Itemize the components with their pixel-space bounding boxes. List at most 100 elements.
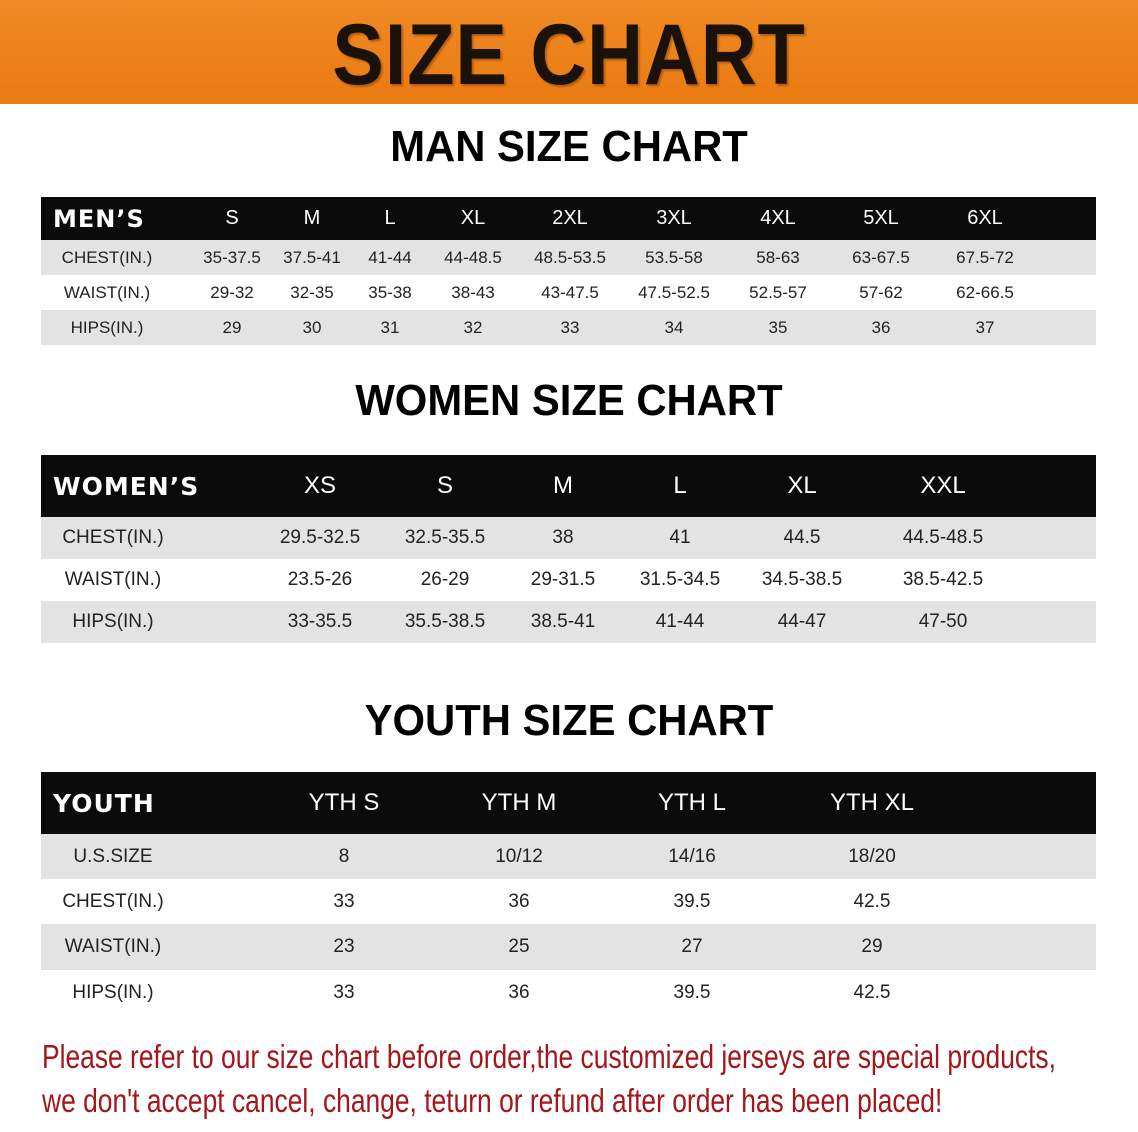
men-row-label: CHEST(IN.): [61, 247, 153, 267]
youth-cell-value: 18/20: [848, 845, 896, 867]
youth-cell-value: 36: [508, 981, 530, 1003]
men-size-header: L: [384, 207, 396, 229]
men-cell-value: 58-63: [756, 247, 800, 267]
women-size-header: XXL: [920, 472, 966, 499]
men-cell-value: 37: [975, 317, 995, 337]
women-cell-value: 41-44: [655, 611, 705, 632]
youth-cell-value: 10/12: [495, 845, 543, 867]
men-row-label: HIPS(IN.): [70, 317, 144, 337]
men-size-header: 5XL: [863, 207, 899, 229]
youth-size-header: YTH S: [308, 789, 380, 816]
men-cell-value: 57-62: [859, 282, 903, 302]
women-cell-value: 34.5-38.5: [761, 569, 843, 590]
banner: SIZE CHART: [0, 0, 1138, 104]
youth-size-header: YTH XL: [829, 789, 915, 816]
women-header-row: WOMEN’S XS S M L XL XXL: [41, 455, 1096, 517]
men-row-label: WAIST(IN.): [63, 282, 151, 302]
women-cell-value: 31.5-34.5: [639, 569, 721, 590]
youth-row-label: CHEST(IN.): [62, 890, 164, 912]
women-header-corner: WOMEN’S: [53, 471, 200, 501]
women-size-table: WOMEN’S XS S M L XL XXL CHEST(IN.) 29.5-32.5 32.5…: [41, 455, 1096, 643]
youth-table-row: U.S.SIZE 8 10/12 14/16 18/20: [41, 834, 1096, 879]
women-cell-value: 38: [552, 527, 574, 548]
men-cell-value: 48.5-53.5: [534, 247, 606, 267]
men-cell-value: 32-35: [290, 282, 334, 302]
men-cell-value: 52.5-57: [749, 282, 807, 302]
women-size-header: S: [436, 472, 454, 499]
men-header-row: MEN’S S M L XL 2XL 3XL 4XL 5XL 6XL: [41, 197, 1096, 240]
women-row-label: HIPS(IN.): [72, 611, 154, 632]
men-cell-value: 29: [222, 317, 242, 337]
men-size-header: 4XL: [760, 207, 796, 229]
women-cell-value: 41: [669, 527, 691, 548]
men-cell-value: 35: [768, 317, 788, 337]
youth-cell-value: 14/16: [668, 845, 716, 867]
women-cell-value: 38.5-42.5: [902, 569, 984, 590]
youth-cell-value: 36: [508, 890, 530, 912]
youth-cell-value: 8: [338, 845, 350, 867]
women-row-label: CHEST(IN.): [62, 527, 164, 548]
women-cell-value: 35.5-38.5: [404, 611, 486, 632]
youth-cell-value: 27: [681, 936, 703, 957]
youth-table-row: CHEST(IN.) 33 36 39.5 42.5: [41, 879, 1096, 924]
men-cell-value: 38-43: [451, 282, 495, 302]
youth-cell-value: 25: [508, 936, 530, 957]
men-cell-value: 31: [380, 317, 400, 337]
men-cell-value: 53.5-58: [645, 247, 703, 267]
women-cell-value: 47-50: [918, 611, 968, 632]
women-size-header: M: [553, 472, 573, 499]
men-cell-value: 41-44: [368, 247, 412, 267]
footer-notice-line-2: we don't accept cancel, change, teturn o…: [42, 1082, 943, 1119]
women-table-row: CHEST(IN.) 29.5-32.5 32.5-35.5 38 41 44.5 44.5…: [41, 517, 1096, 559]
youth-row-label: WAIST(IN.): [64, 936, 162, 957]
men-size-header: M: [303, 207, 321, 229]
youth-row-label: HIPS(IN.): [72, 981, 154, 1003]
youth-row-label: U.S.SIZE: [73, 845, 153, 867]
women-cell-value: 32.5-35.5: [404, 527, 486, 548]
youth-cell-value: 39.5: [673, 890, 711, 912]
youth-size-header: YTH M: [481, 789, 557, 816]
men-cell-value: 35-38: [368, 282, 412, 302]
men-cell-value: 44-48.5: [444, 247, 502, 267]
youth-header-row: YOUTH YTH S YTH M YTH L YTH XL: [41, 772, 1096, 834]
men-cell-value: 34: [664, 317, 684, 337]
women-cell-value: 44.5-48.5: [902, 527, 984, 548]
youth-cell-value: 33: [333, 890, 355, 912]
youth-table-row: WAIST(IN.) 23 25 27 29: [41, 924, 1096, 970]
youth-cell-value: 42.5: [853, 981, 891, 1003]
men-size-header: XL: [460, 207, 486, 229]
women-cell-value: 29.5-32.5: [279, 527, 361, 548]
youth-size-header: YTH L: [657, 789, 727, 816]
women-cell-value: 44-47: [777, 611, 827, 632]
women-table-row: HIPS(IN.) 33-35.5 35.5-38.5 38.5-41 41-44 44-…: [41, 601, 1096, 643]
women-cell-value: 33-35.5: [287, 611, 353, 632]
youth-table-row: HIPS(IN.) 33 36 39.5 42.5: [41, 970, 1096, 1015]
youth-cell-value: 33: [333, 981, 355, 1003]
men-cell-value: 32: [463, 317, 483, 337]
women-cell-value: 38.5-41: [530, 611, 596, 632]
youth-cell-value: 42.5: [853, 890, 891, 912]
men-size-header: 6XL: [967, 207, 1003, 229]
men-header-corner: MEN’S: [53, 204, 145, 233]
men-table-row: CHEST(IN.) 35-37.5 37.5-41 41-44 44-48.5 48.5…: [41, 240, 1096, 275]
men-cell-value: 43-47.5: [541, 282, 599, 302]
men-table-row: HIPS(IN.) 29 30 31 32 33 34 35 36 37: [41, 310, 1096, 345]
youth-cell-value: 39.5: [673, 981, 711, 1003]
men-size-header: 3XL: [656, 207, 692, 229]
men-size-header: S: [225, 207, 239, 229]
women-size-header: XL: [787, 472, 817, 499]
men-cell-value: 29-32: [210, 282, 254, 302]
men-cell-value: 67.5-72: [956, 247, 1014, 267]
men-section-title: MAN SIZE CHART: [390, 122, 748, 171]
women-size-header: L: [673, 472, 687, 499]
women-cell-value: 44.5: [783, 527, 821, 548]
men-size-table: MEN’S S M L XL 2XL 3XL 4XL 5XL 6XL CHEST(IN.) 35-37…: [41, 197, 1096, 345]
men-cell-value: 36: [871, 317, 891, 337]
men-cell-value: 35-37.5: [203, 247, 261, 267]
men-cell-value: 47.5-52.5: [638, 282, 710, 302]
men-cell-value: 33: [560, 317, 580, 337]
men-size-header: 2XL: [552, 207, 588, 229]
banner-title: SIZE CHART: [332, 7, 806, 103]
women-cell-value: 29-31.5: [530, 569, 596, 590]
women-table-row: WAIST(IN.) 23.5-26 26-29 29-31.5 31.5-34.5 34…: [41, 559, 1096, 601]
